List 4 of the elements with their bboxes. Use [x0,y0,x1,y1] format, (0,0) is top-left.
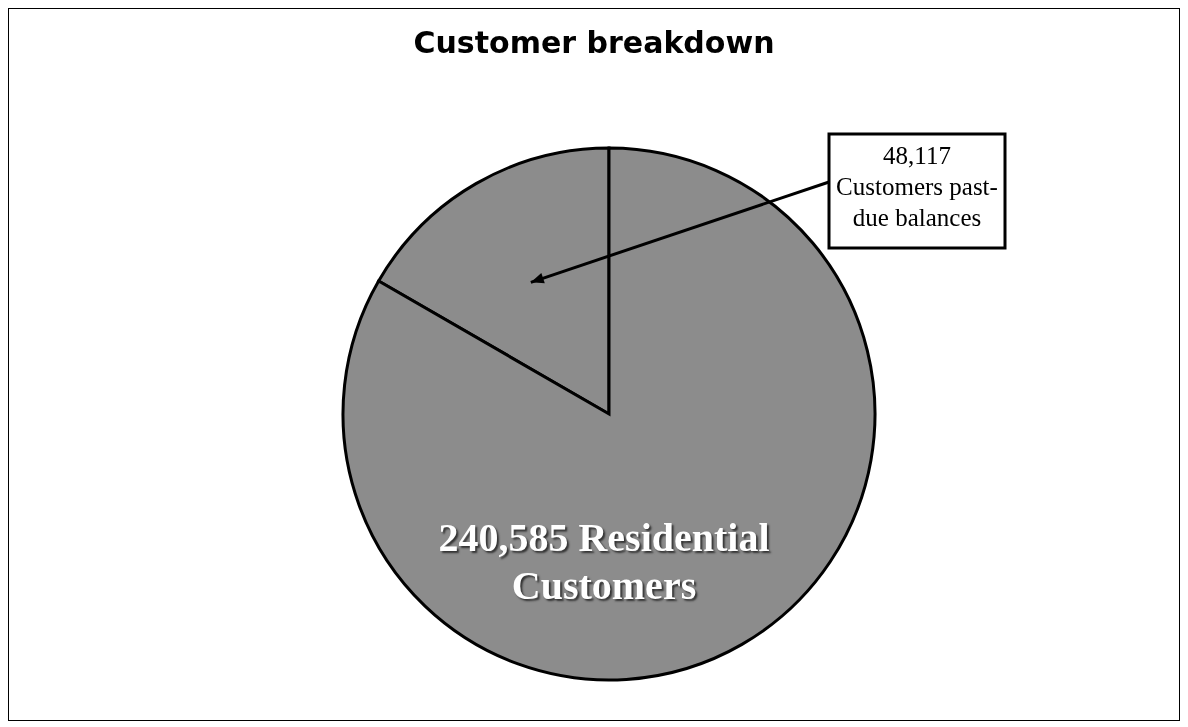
slice-label: 240,585 Residential Customers [437,514,771,610]
chart-title: Customer breakdown [412,25,776,60]
slice-label: Customers past-due balances [836,173,998,231]
data-label: 48,117 [883,142,951,169]
